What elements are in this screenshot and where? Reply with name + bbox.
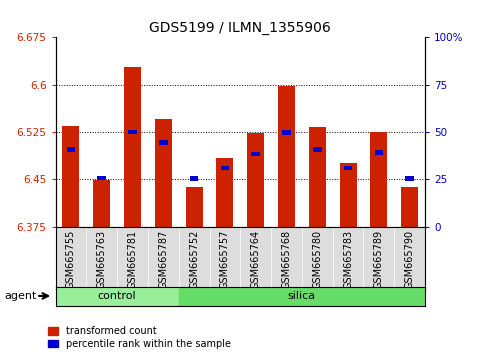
Text: GSM665780: GSM665780	[313, 230, 322, 289]
Bar	[62, 126, 79, 227]
Bar	[340, 164, 356, 227]
Bar	[190, 176, 199, 181]
Text: GSM665783: GSM665783	[343, 230, 353, 289]
Bar	[401, 187, 418, 227]
Text: GSM665763: GSM665763	[97, 230, 107, 289]
Text: GSM665790: GSM665790	[405, 230, 414, 289]
Text: GSM665781: GSM665781	[128, 230, 138, 289]
Legend: transformed count, percentile rank within the sample: transformed count, percentile rank withi…	[48, 326, 231, 349]
Bar	[247, 133, 264, 227]
Bar	[93, 181, 110, 227]
Bar	[313, 147, 322, 152]
Title: GDS5199 / ILMN_1355906: GDS5199 / ILMN_1355906	[149, 21, 331, 35]
Bar	[155, 119, 172, 227]
Bar	[159, 141, 168, 145]
Text: silica: silica	[288, 291, 316, 302]
Bar	[405, 176, 414, 181]
Bar	[278, 86, 295, 227]
Text: GSM665787: GSM665787	[158, 230, 168, 289]
Text: control: control	[98, 291, 136, 302]
Text: GSM665764: GSM665764	[251, 230, 261, 289]
Text: GSM665768: GSM665768	[282, 230, 291, 289]
Bar	[98, 176, 106, 180]
Bar	[370, 132, 387, 227]
Bar	[56, 287, 179, 306]
Bar	[179, 287, 425, 306]
Text: agent: agent	[5, 291, 37, 301]
Bar	[128, 130, 137, 134]
Bar	[309, 127, 326, 227]
Bar	[124, 67, 141, 227]
Bar	[375, 150, 383, 155]
Bar	[252, 152, 260, 156]
Text: GSM665752: GSM665752	[189, 230, 199, 289]
Bar	[282, 130, 291, 135]
Bar	[221, 166, 229, 170]
Text: GSM665789: GSM665789	[374, 230, 384, 289]
Bar	[344, 166, 352, 170]
Bar	[216, 158, 233, 227]
Text: GSM665755: GSM665755	[66, 230, 76, 289]
Bar	[67, 147, 75, 152]
Bar	[185, 187, 202, 227]
Text: GSM665757: GSM665757	[220, 230, 230, 289]
